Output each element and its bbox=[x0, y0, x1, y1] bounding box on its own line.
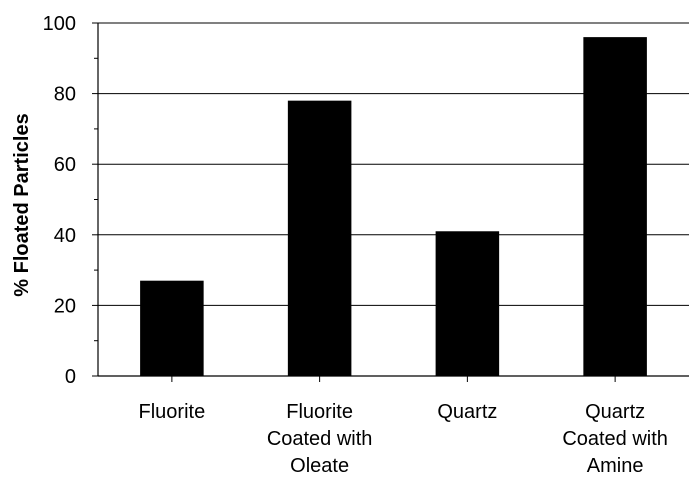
bar bbox=[287, 100, 352, 376]
bar bbox=[140, 280, 204, 376]
y-tick-label: 20 bbox=[54, 295, 76, 317]
category-label-line: Quartz bbox=[585, 401, 645, 423]
category-label: Quartz Coated with Amine bbox=[562, 401, 668, 477]
category-label-line: Oleate bbox=[290, 455, 349, 477]
category-label-line: Coated with bbox=[562, 428, 668, 450]
bar bbox=[435, 231, 500, 376]
bars bbox=[140, 37, 647, 377]
category-label: Fluorite Coated with Oleate bbox=[267, 401, 373, 477]
y-axis-title: % Floated Particles bbox=[11, 113, 33, 296]
y-tick-label: 100 bbox=[43, 13, 76, 35]
bar bbox=[583, 37, 647, 377]
category-label-line: Amine bbox=[587, 455, 644, 477]
category-label-line: Coated with bbox=[267, 428, 373, 450]
y-tick-labels: 0 20 40 60 80 100 bbox=[43, 13, 76, 388]
y-tick-label: 60 bbox=[54, 154, 76, 176]
y-tick-label: 80 bbox=[54, 84, 76, 106]
category-label-line: Fluorite bbox=[139, 401, 206, 423]
axes bbox=[92, 22, 689, 382]
y-tick-label: 0 bbox=[65, 366, 76, 388]
category-label-line: Fluorite bbox=[286, 401, 353, 423]
y-tick-label: 40 bbox=[54, 225, 76, 247]
category-label: Quartz bbox=[437, 401, 497, 423]
category-label-line: Quartz bbox=[437, 401, 497, 423]
category-label: Fluorite bbox=[139, 401, 206, 423]
